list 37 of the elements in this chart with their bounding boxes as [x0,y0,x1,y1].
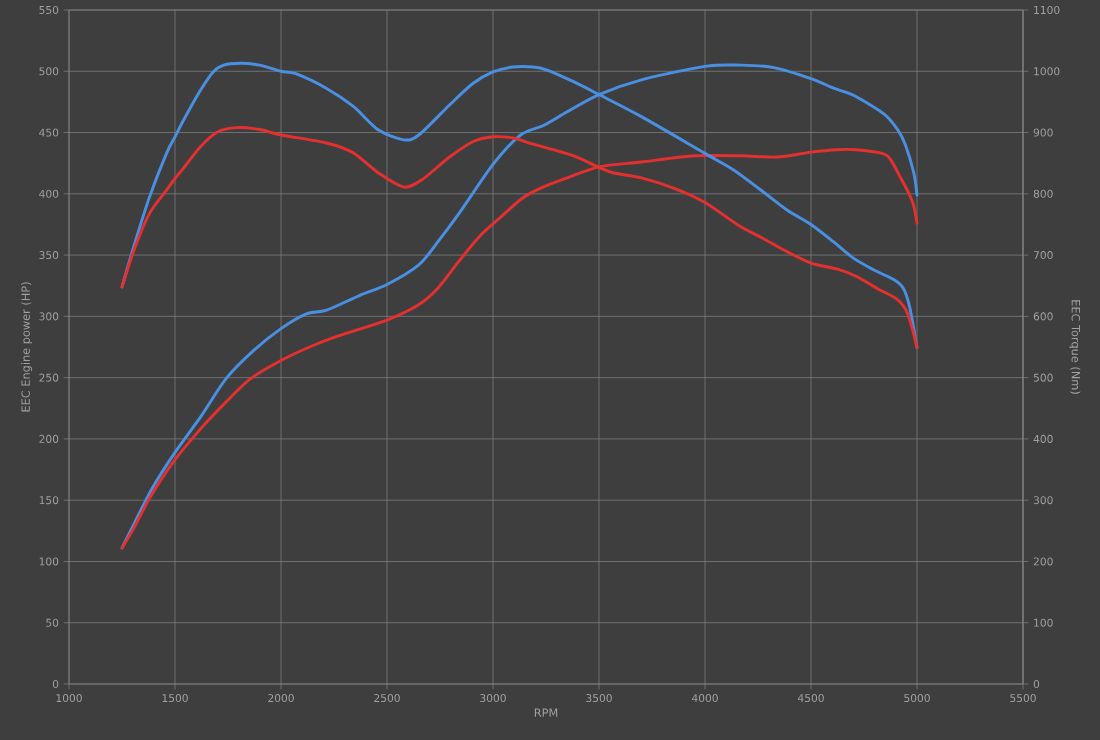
y-tick-label: 450 [39,128,59,137]
y-tick-label: 350 [39,251,59,260]
y-tick-label: 0 [52,679,59,689]
y-tick-label: 100 [39,557,59,566]
y-tick-label: 400 [39,189,59,198]
y-tick-label: 250 [39,373,59,382]
x-tick-label: 3500 [586,694,612,703]
y-tick-label: 200 [39,434,59,443]
y-tick-label: 150 [39,496,59,505]
y2-tick-label: 400 [1033,434,1053,443]
y2-tick-label: 900 [1033,128,1053,137]
x-tick-label: 2000 [268,694,294,703]
y2-tick-label: 1000 [1034,67,1060,76]
x-tick-label: 5000 [904,694,930,703]
x-tick-label: 5500 [1010,694,1036,703]
x-tick-label: 3000 [480,694,506,703]
y-tick-label: 500 [39,67,59,76]
y2-tick-label: 500 [1033,373,1053,382]
y2-tick-label: 800 [1033,189,1053,198]
y2-tick-label: 200 [1033,557,1053,566]
x-tick-label: 1000 [56,694,82,703]
x-tick-label: 4000 [691,694,718,703]
y2-axis-title: EEC Torque (Nm) [1069,300,1081,394]
y-tick-label: 300 [39,312,59,321]
y2-tick-label: 600 [1033,312,1053,321]
x-tick-label: 1500 [162,694,188,703]
y2-tick-label: 100 [1034,618,1053,627]
y2-tick-label: 700 [1033,251,1053,260]
y-tick-label: 550 [39,5,59,15]
y2-tick-label: 1100 [1034,5,1060,15]
x-axis-title: RPM [534,708,558,717]
y-axis-title: EEC Engine power (HP) [21,282,33,412]
y2-tick-label: 300 [1033,496,1053,505]
y-tick-label: 50 [46,618,59,627]
x-tick-label: 4500 [797,694,824,703]
x-tick-label: 2500 [374,694,400,703]
y2-tick-label: 0 [1033,679,1040,689]
